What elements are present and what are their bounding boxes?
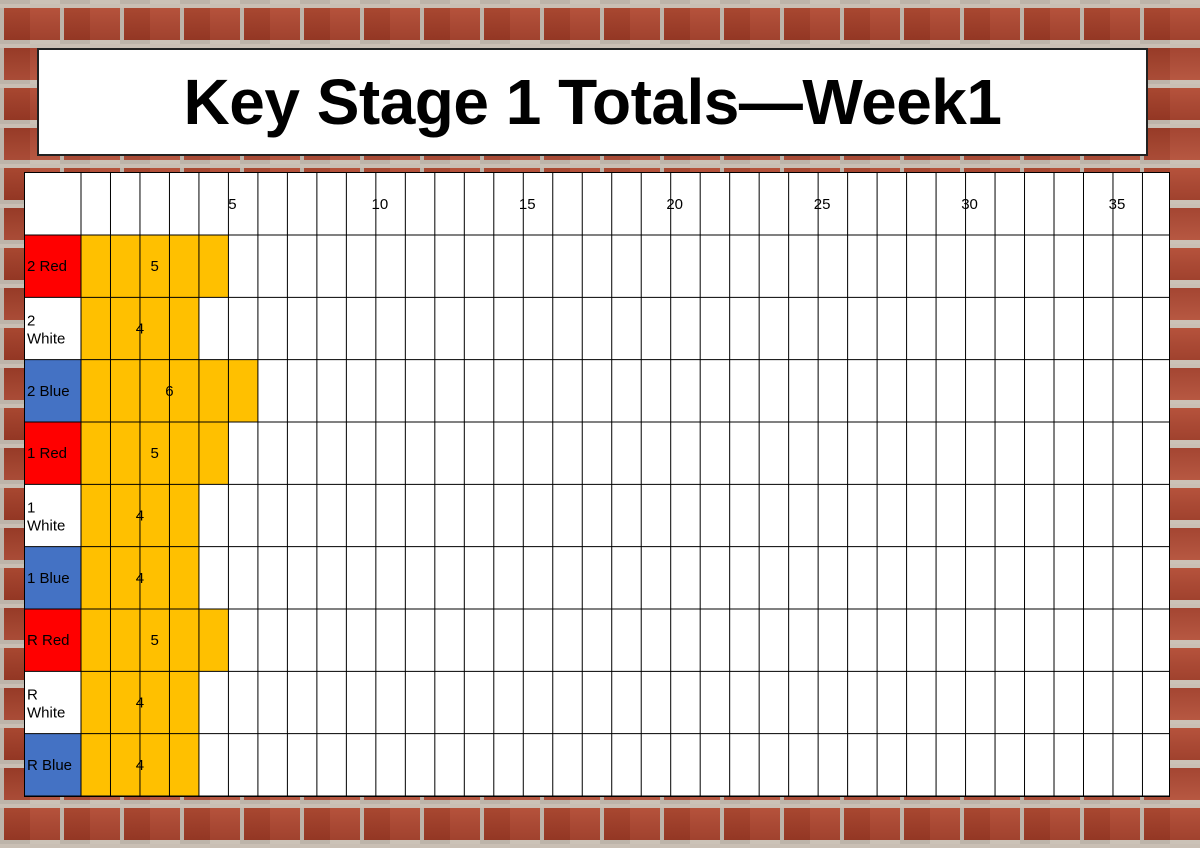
x-tick-label: 25	[814, 196, 831, 213]
category-label: 2 Red	[27, 258, 67, 275]
page-title: Key Stage 1 Totals—Week1	[183, 66, 1002, 138]
bar	[81, 609, 229, 672]
category-label: R Red	[27, 632, 70, 649]
bar-value-label: 5	[151, 445, 159, 462]
category-cell	[25, 235, 81, 298]
bar	[81, 422, 229, 485]
category-label: 1 White	[27, 500, 65, 535]
category-cell	[25, 422, 81, 485]
x-tick-label: 20	[666, 196, 683, 213]
x-tick-label: 30	[961, 196, 978, 213]
bar-value-label: 4	[136, 695, 144, 712]
category-label: 2 Blue	[27, 383, 70, 400]
title-banner: Key Stage 1 Totals—Week1	[37, 48, 1148, 156]
bar-value-label: 4	[136, 570, 144, 587]
bar-value-label: 6	[165, 383, 173, 400]
category-label: 1 Blue	[27, 570, 70, 587]
bar-value-label: 4	[136, 757, 144, 774]
bar-chart: 2 Red 2 White 2 Blue 1 Red 1 White 1 Blue R Red R…	[25, 173, 1169, 797]
category-label: 1 Red	[27, 445, 67, 462]
category-label: R Blue	[27, 757, 72, 774]
category-cell	[25, 609, 81, 672]
category-cell	[25, 484, 81, 547]
bar	[81, 235, 229, 298]
category-label: R White	[27, 687, 65, 722]
x-tick-label: 5	[228, 196, 236, 213]
bar-value-label: 4	[136, 321, 144, 338]
bar-value-label: 5	[151, 258, 159, 275]
x-tick-label: 35	[1109, 196, 1126, 213]
category-cell	[25, 297, 81, 360]
category-cell	[25, 546, 81, 609]
category-label: 2 White	[27, 313, 65, 348]
x-tick-label: 10	[372, 196, 389, 213]
x-tick-label: 15	[519, 196, 536, 213]
bar-value-label: 4	[136, 508, 144, 525]
category-cell	[25, 671, 81, 734]
bar-value-label: 5	[151, 632, 159, 649]
category-cell	[25, 733, 81, 796]
chart-board: 2 Red 2 White 2 Blue 1 Red 1 White 1 Blue R Red R…	[24, 172, 1170, 797]
category-cell	[25, 359, 81, 422]
